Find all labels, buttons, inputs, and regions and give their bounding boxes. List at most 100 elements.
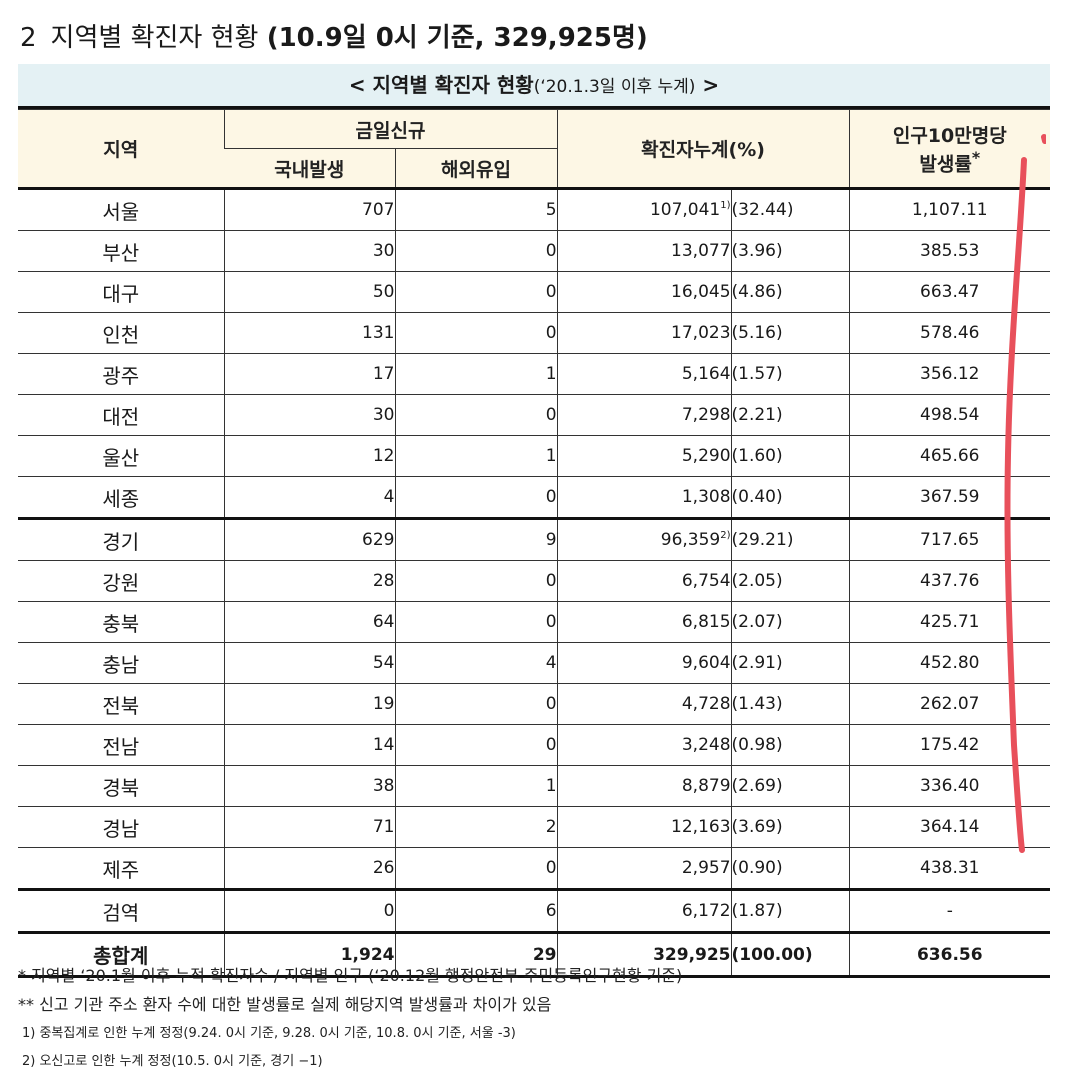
header-percent-label: (%) xyxy=(728,139,765,161)
rate-cell-value: 356.12 xyxy=(920,364,980,384)
table-row: 울산 12 1 5,290 (1.60) 465.66 xyxy=(18,435,1051,477)
overseas-cell: 0 xyxy=(394,230,558,272)
table-title-end: > xyxy=(695,73,720,97)
footnote-1: 1) 중복집계로 인한 누계 정정(9.24. 0시 기준, 9.28. 0시 … xyxy=(22,1026,516,1041)
cumulative-cell-value: 3,248 xyxy=(681,735,731,755)
header-cumulative: 확진자누계(%) xyxy=(556,109,850,189)
table-row: 서울 707 5 107,0411) (32.44) 1,107.11 xyxy=(18,188,1051,231)
rate-cell: 356.12 xyxy=(848,353,1051,395)
total-region-cell: 총합계 xyxy=(18,932,224,978)
region-cell: 서울 xyxy=(18,188,224,231)
percent-cell-value: (29.21) xyxy=(731,530,794,550)
cumulative-cell: 13,077 xyxy=(556,230,732,272)
domestic-cell: 30 xyxy=(223,394,396,436)
region-cell-value: 경기 xyxy=(102,529,140,554)
rate-cell-value: 262.07 xyxy=(920,694,980,714)
region-cell: 대전 xyxy=(18,394,224,436)
overseas-cell: 0 xyxy=(394,847,558,891)
region-cell-value: 전북 xyxy=(102,693,140,718)
region-cell-value: 대구 xyxy=(102,281,140,306)
region-cell: 강원 xyxy=(18,560,224,602)
table-row: 대구 50 0 16,045 (4.86) 663.47 xyxy=(18,271,1051,313)
region-cell: 검역 xyxy=(18,889,224,934)
percent-cell-value: (2.91) xyxy=(731,653,783,673)
overseas-cell-value: 0 xyxy=(545,735,557,755)
overseas-cell: 0 xyxy=(394,476,558,520)
rate-cell-value: 452.80 xyxy=(920,653,980,673)
percent-cell-value: (3.96) xyxy=(731,241,783,261)
region-cell: 울산 xyxy=(18,435,224,477)
percent-cell-value: (0.40) xyxy=(731,487,783,507)
table-row: 광주 17 1 5,164 (1.57) 356.12 xyxy=(18,353,1051,395)
table-row: 전남 14 0 3,248 (0.98) 175.42 xyxy=(18,724,1051,766)
percent-cell: (29.21) xyxy=(730,518,850,561)
domestic-cell: 30 xyxy=(223,230,396,272)
domestic-cell: 64 xyxy=(223,601,396,643)
overseas-cell: 0 xyxy=(394,683,558,725)
rate-cell-value: 364.14 xyxy=(920,817,980,837)
region-cell-value: 서울 xyxy=(102,199,140,224)
table-row: 경남 71 2 12,163 (3.69) 364.14 xyxy=(18,806,1051,848)
overseas-cell-value: 0 xyxy=(545,241,557,261)
percent-cell: (0.40) xyxy=(730,476,850,520)
region-cell-value: 경남 xyxy=(102,816,140,841)
domestic-cell-value: 30 xyxy=(372,405,395,425)
cumulative-cell-value: 5,164 xyxy=(681,364,731,384)
rate-cell: 498.54 xyxy=(848,394,1051,436)
rate-cell-value: 425.71 xyxy=(920,612,980,632)
region-cell: 충남 xyxy=(18,642,224,684)
region-cell: 전북 xyxy=(18,683,224,725)
header-rate-line2: 발생률 xyxy=(919,153,972,176)
cumulative-cell-value: 4,728 xyxy=(681,694,731,714)
footnotes: * 지역별 ‘20.1월 이후 누적 확진자수 / 지역별 인구 (‘20.12… xyxy=(18,962,1058,1076)
rate-cell: 1,107.11 xyxy=(848,188,1051,231)
table-row: 충북 64 0 6,815 (2.07) 425.71 xyxy=(18,601,1051,643)
percent-cell: (2.91) xyxy=(730,642,850,684)
region-cell: 충북 xyxy=(18,601,224,643)
region-cell-value: 검역 xyxy=(102,900,140,925)
percent-cell: (3.96) xyxy=(730,230,850,272)
footnote-2: 2) 오신고로 인한 누계 정정(10.5. 0시 기준, 경기 −1) xyxy=(22,1054,323,1069)
cumulative-cell: 9,604 xyxy=(556,642,732,684)
cumulative-cell-value: 17,023 xyxy=(671,323,731,343)
domestic-cell: 38 xyxy=(223,765,396,807)
percent-cell-value: (3.69) xyxy=(731,817,783,837)
overseas-cell: 4 xyxy=(394,642,558,684)
domestic-cell: 707 xyxy=(223,188,396,231)
region-cell-value: 대전 xyxy=(102,404,140,429)
region-cell-value: 충남 xyxy=(102,652,140,677)
rate-cell: 175.42 xyxy=(848,724,1051,766)
rate-cell-value: - xyxy=(946,901,953,921)
rate-cell: 465.66 xyxy=(848,435,1051,477)
overseas-cell-value: 0 xyxy=(545,612,557,632)
region-cell-value: 전남 xyxy=(102,734,140,759)
overseas-cell-value: 4 xyxy=(545,653,557,673)
domestic-cell-value: 50 xyxy=(372,282,395,302)
overseas-cell: 0 xyxy=(394,312,558,354)
rate-cell: 578.46 xyxy=(848,312,1051,354)
total-cumulative-cell: 329,925 xyxy=(556,932,732,978)
rate-cell: 425.71 xyxy=(848,601,1051,643)
overseas-cell: 1 xyxy=(394,435,558,477)
domestic-cell: 131 xyxy=(223,312,396,354)
table-row: 부산 30 0 13,077 (3.96) 385.53 xyxy=(18,230,1051,272)
overseas-cell: 9 xyxy=(394,518,558,561)
region-cell: 부산 xyxy=(18,230,224,272)
overseas-cell-value: 0 xyxy=(545,323,557,343)
footnote-address: ** 신고 기관 주소 환자 수에 대한 발생률로 실제 해당지역 발생률과 차… xyxy=(18,995,552,1014)
region-cell: 경북 xyxy=(18,765,224,807)
table-row: 충남 54 4 9,604 (2.91) 452.80 xyxy=(18,642,1051,684)
region-cell: 대구 xyxy=(18,271,224,313)
domestic-cell-value: 28 xyxy=(372,571,395,591)
domestic-cell-value: 71 xyxy=(372,817,395,837)
domestic-cell: 0 xyxy=(223,889,396,934)
percent-cell-value: (2.69) xyxy=(731,776,783,796)
overseas-cell: 1 xyxy=(394,353,558,395)
header-rate: 인구10만명당 발생률* xyxy=(848,109,1051,189)
heading-detail: (10.9일 0시 기준, 329,925명) xyxy=(266,23,648,53)
rate-cell: 367.59 xyxy=(848,476,1051,520)
domestic-cell-value: 26 xyxy=(372,858,395,878)
overseas-cell-value: 0 xyxy=(545,282,557,302)
region-cell: 세종 xyxy=(18,476,224,520)
rate-cell-value: 498.54 xyxy=(920,405,980,425)
